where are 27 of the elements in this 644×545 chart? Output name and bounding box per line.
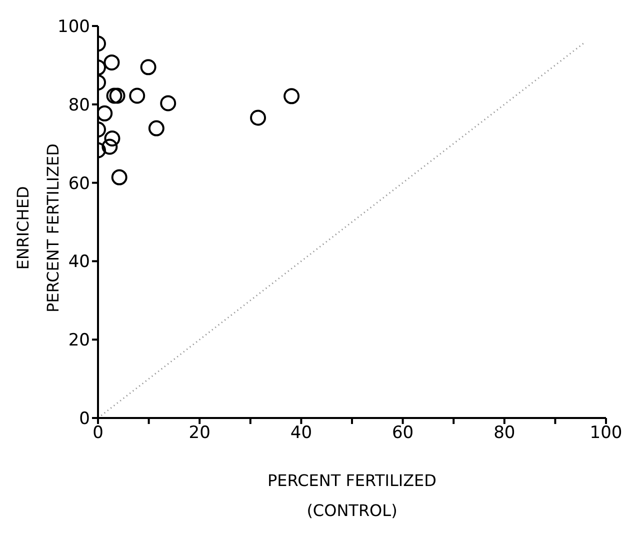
y-tick-label: 20 [68,330,90,351]
point [106,88,122,104]
y-tick-label: 80 [68,95,90,116]
point [250,110,266,126]
point [104,130,120,147]
point [102,138,118,155]
x-tick-label: 60 [392,423,414,444]
point [111,169,128,186]
point [284,88,300,104]
point [129,88,146,104]
y-tick-label: 100 [58,17,90,38]
x-tick-label: 40 [290,423,312,444]
point [104,54,120,70]
y-tick-label: 60 [68,174,90,194]
y-tick-label: 40 [68,252,90,272]
x-tick-label: 80 [494,423,516,444]
point [160,95,176,112]
point [140,59,156,76]
point [98,105,113,122]
x-tick-label: 100 [590,423,622,444]
y-tick-label: 0 [79,409,90,430]
point [148,120,164,136]
y-axis-title: ENRICHED PERCENT FERTILIZED [12,144,63,312]
x-tick-label: 20 [188,423,210,444]
x-tick-label: 0 [92,423,104,444]
x-axis-title: PERCENT FERTILIZED (CONTROL) [266,470,438,522]
point [109,88,126,104]
